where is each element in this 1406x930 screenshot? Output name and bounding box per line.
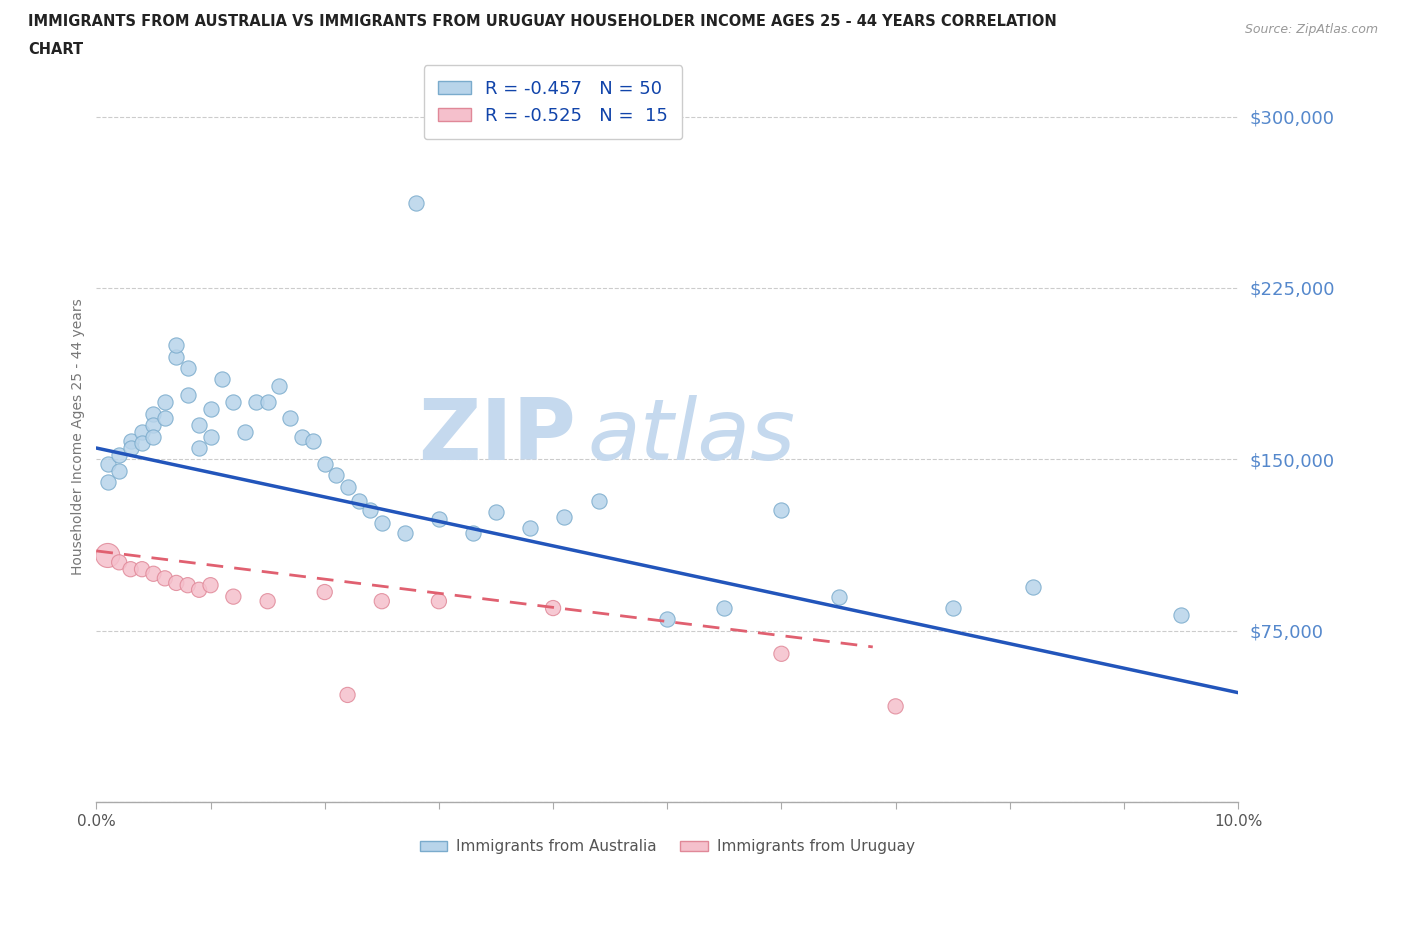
Point [176, 361, 198, 376]
Point [165, 338, 187, 352]
Point [336, 480, 359, 495]
Point [176, 578, 198, 592]
Point [302, 433, 325, 448]
Point [770, 502, 793, 517]
Point [131, 436, 153, 451]
Point [314, 585, 336, 600]
Point [211, 372, 233, 387]
Point [427, 512, 450, 526]
Point [200, 402, 222, 417]
Point [142, 429, 165, 444]
Point [120, 562, 142, 577]
Point [97, 457, 120, 472]
Text: CHART: CHART [28, 42, 83, 57]
Point [485, 505, 508, 520]
Point [371, 516, 394, 531]
Point [153, 411, 176, 426]
Point [108, 555, 131, 570]
Point [325, 468, 347, 483]
Point [131, 562, 153, 577]
Point [884, 699, 907, 714]
Point [142, 418, 165, 432]
Point [827, 590, 849, 604]
Point [245, 395, 267, 410]
Point [291, 429, 314, 444]
Point [519, 521, 541, 536]
Point [314, 457, 336, 472]
Point [142, 406, 165, 421]
Point [541, 601, 564, 616]
Point [347, 493, 370, 508]
Point [1170, 607, 1192, 622]
Point [256, 593, 278, 608]
Text: Source: ZipAtlas.com: Source: ZipAtlas.com [1244, 23, 1378, 36]
Point [588, 493, 610, 508]
Point [142, 566, 165, 581]
Point [120, 433, 142, 448]
Point [427, 593, 450, 608]
Point [463, 525, 485, 540]
Point [188, 582, 211, 597]
Point [233, 425, 256, 440]
Point [97, 475, 120, 490]
Point [200, 429, 222, 444]
Point [188, 418, 211, 432]
Point [657, 612, 679, 627]
Point [371, 593, 394, 608]
Point [222, 395, 245, 410]
Point [131, 425, 153, 440]
Point [97, 548, 120, 563]
Point [153, 571, 176, 586]
Point [394, 525, 416, 540]
Point [120, 441, 142, 456]
Text: ZIP: ZIP [418, 395, 576, 478]
Point [359, 502, 381, 517]
Point [108, 447, 131, 462]
Point [222, 590, 245, 604]
Point [267, 379, 290, 393]
Point [256, 395, 278, 410]
Point [108, 463, 131, 478]
Point [165, 349, 187, 364]
Point [1021, 580, 1043, 595]
Point [280, 411, 302, 426]
Point [942, 601, 965, 616]
Text: IMMIGRANTS FROM AUSTRALIA VS IMMIGRANTS FROM URUGUAY HOUSEHOLDER INCOME AGES 25 : IMMIGRANTS FROM AUSTRALIA VS IMMIGRANTS … [28, 14, 1057, 29]
Point [770, 646, 793, 661]
Point [336, 687, 359, 702]
Point [200, 578, 222, 592]
Point [165, 576, 187, 591]
Point [713, 601, 735, 616]
Point [153, 395, 176, 410]
Point [176, 388, 198, 403]
Point [188, 441, 211, 456]
Text: atlas: atlas [588, 395, 796, 478]
Point [553, 509, 575, 524]
Legend: Immigrants from Australia, Immigrants from Uruguay: Immigrants from Australia, Immigrants fr… [413, 833, 921, 860]
Point [405, 196, 427, 211]
Y-axis label: Householder Income Ages 25 - 44 years: Householder Income Ages 25 - 44 years [72, 299, 86, 575]
